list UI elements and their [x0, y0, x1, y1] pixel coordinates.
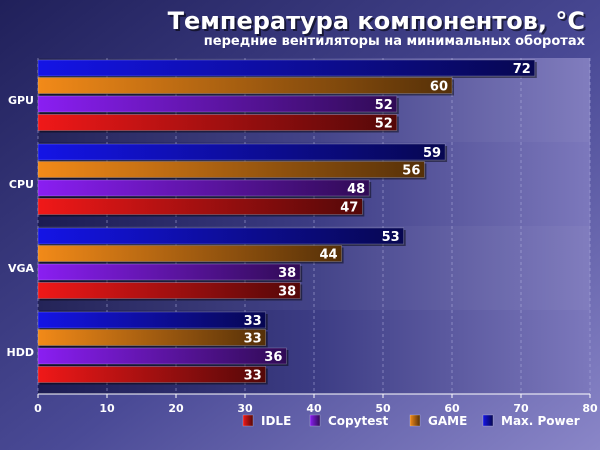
- x-tick-label: 80: [582, 402, 598, 415]
- chart-subtitle: передние вентиляторы на минимальных обор…: [204, 34, 586, 49]
- bar-vga-idle: [37, 282, 301, 299]
- bar-hdd-copytest: [37, 347, 287, 365]
- bar-gpu-max-power: [37, 59, 536, 77]
- value-label: 38: [278, 285, 296, 300]
- x-tick-label: 40: [306, 402, 322, 415]
- value-label: 33: [244, 369, 262, 384]
- chart-title: Температура компонентов, °C: [168, 7, 585, 35]
- legend-label-max-power: Max. Power: [501, 414, 580, 428]
- bar-vga-copytest: [37, 263, 301, 281]
- value-label: 44: [320, 248, 338, 263]
- value-label: 56: [402, 164, 420, 179]
- x-tick-label: 10: [99, 402, 115, 415]
- value-label: 52: [375, 98, 393, 113]
- bar-gpu-idle: [37, 114, 398, 131]
- value-label: 60: [430, 80, 448, 95]
- value-label: 33: [244, 332, 262, 347]
- legend-label-game: GAME: [428, 414, 467, 428]
- bar-gpu-copytest: [37, 95, 398, 113]
- chart-title-shadow: Температура компонентов, °C: [170, 9, 587, 37]
- legend-swatch-max-power: [482, 414, 494, 427]
- x-tick-label: 70: [513, 402, 529, 415]
- x-axis: 0 10 20 30 40 50 60 70 80: [34, 393, 598, 415]
- x-tick-label: 50: [375, 402, 391, 415]
- value-label: 47: [340, 201, 358, 216]
- category-label-gpu: GPU: [8, 94, 34, 107]
- bar-vga-max-power: [37, 227, 405, 245]
- x-tick-label: 0: [34, 402, 42, 415]
- value-label: 72: [513, 62, 531, 77]
- bar-hdd-idle: [37, 366, 266, 383]
- legend-swatch-game: [409, 414, 421, 427]
- x-tick-label: 20: [168, 402, 184, 415]
- bar-cpu-game: [37, 161, 425, 178]
- x-tick-label: 60: [444, 402, 460, 415]
- bar-vga-game: [37, 245, 342, 262]
- category-label-vga: VGA: [8, 262, 35, 275]
- bar-cpu-max-power: [37, 143, 446, 161]
- category-label-cpu: CPU: [9, 178, 34, 191]
- bar-gpu-game: [37, 77, 453, 94]
- bar-hdd-max-power: [37, 311, 266, 329]
- value-label: 52: [375, 117, 393, 132]
- bar-cpu-idle: [37, 198, 363, 215]
- bars: 72605252GPU59564847CPU53443838VGA3333363…: [7, 59, 537, 385]
- legend-label-copytest: Copytest: [328, 414, 388, 428]
- value-label: 48: [347, 182, 365, 197]
- value-label: 53: [382, 230, 400, 245]
- bar-cpu-copytest: [37, 179, 370, 197]
- legend-label-idle: IDLE: [261, 414, 291, 428]
- bar-hdd-game: [37, 329, 266, 346]
- grid: [37, 58, 591, 394]
- value-label: 38: [278, 266, 296, 281]
- value-label: 59: [423, 146, 441, 161]
- legend: IDLE Copytest GAME Max. Power: [242, 414, 580, 428]
- legend-swatch-idle: [242, 414, 254, 427]
- legend-swatch-copytest: [309, 414, 321, 427]
- x-tick-label: 30: [237, 402, 253, 415]
- value-label: 36: [264, 350, 282, 365]
- value-label: 33: [244, 314, 262, 329]
- category-label-hdd: HDD: [7, 346, 34, 359]
